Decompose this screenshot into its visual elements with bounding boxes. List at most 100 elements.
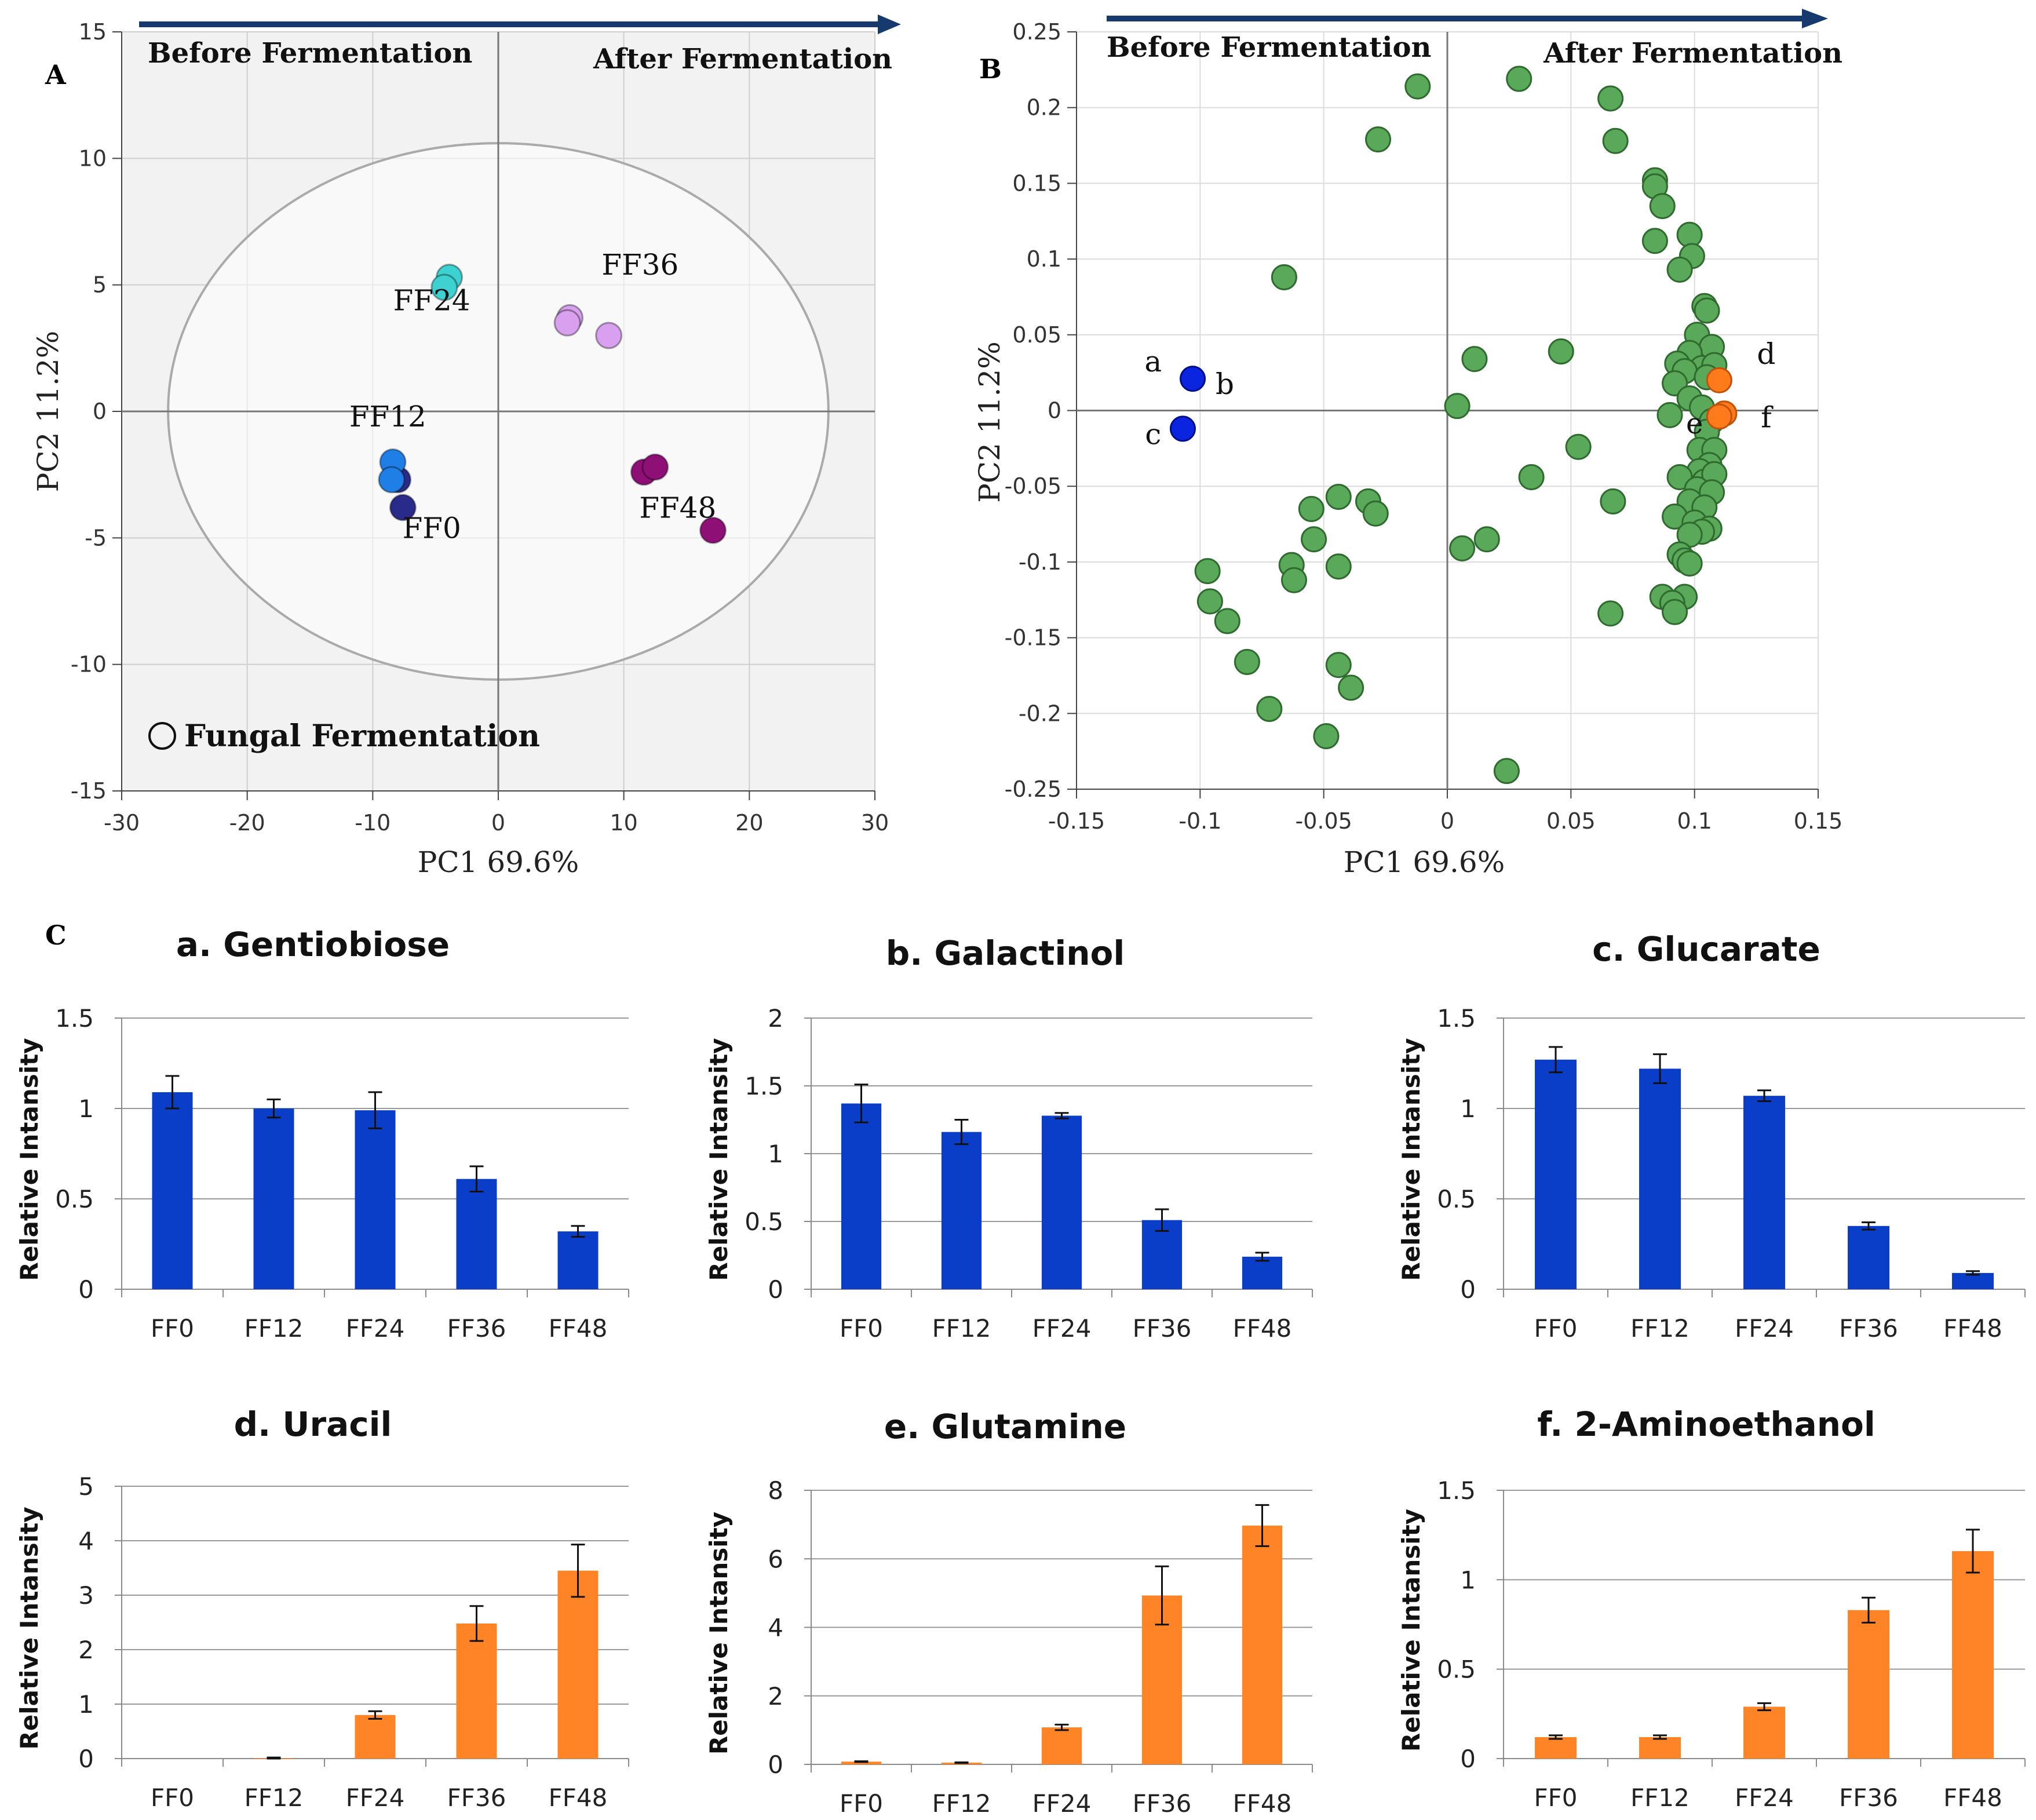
loading-point-other — [1301, 526, 1327, 553]
loading-point-other — [1597, 85, 1624, 112]
y-tick-label: 0 — [93, 399, 107, 424]
bar-ff24 — [355, 1110, 396, 1289]
legend-marker — [148, 722, 176, 750]
x-tick-label: -30 — [104, 810, 140, 836]
loading-point-other — [1444, 393, 1471, 420]
point-annotation-e: e — [1686, 407, 1703, 440]
loading-point-other — [1461, 346, 1488, 373]
y-tick-label: 0.5 — [745, 1208, 783, 1236]
fermentation-arrow-head — [1802, 9, 1828, 28]
y-tick-label: 1.5 — [55, 1004, 94, 1033]
x-tick-label: -10 — [355, 810, 391, 836]
y-tick-label: 5 — [93, 272, 107, 298]
bar-chart-b: b. Galactinol 0 0.5 1 1.5 2 FF0 FF12 FF24 FF36 FF4… — [705, 933, 1313, 1343]
bar-ff48 — [557, 1570, 599, 1759]
bar-ff24 — [1743, 1096, 1785, 1289]
x-tick-label: 20 — [735, 810, 763, 836]
x-tick-label: FF36 — [447, 1783, 506, 1812]
bar-ff24 — [1041, 1115, 1082, 1289]
loading-point-other — [1600, 488, 1626, 515]
score-point-ff48 — [641, 453, 669, 481]
loading-point-other — [1449, 535, 1476, 561]
bar-ff12 — [1639, 1737, 1681, 1759]
x-tick-label: -0.05 — [1296, 808, 1352, 834]
x-tick-label: 10 — [610, 810, 637, 836]
loading-point-other — [1597, 600, 1624, 627]
bar-ff36 — [1848, 1610, 1889, 1759]
x-tick-label: FF48 — [1943, 1314, 2002, 1343]
y-tick-label: 15 — [79, 19, 107, 45]
point-annotation-b: b — [1216, 367, 1234, 401]
x-tick-label: -20 — [229, 810, 265, 836]
loading-point-other — [1325, 652, 1352, 679]
loading-point-decreasing — [1169, 415, 1196, 442]
chart-title: e. Glutamine — [884, 1407, 1126, 1446]
y-tick-label: 0.2 — [1027, 95, 1061, 121]
x-tick-label: 0.05 — [1546, 808, 1596, 834]
y-tick-label: 0 — [1460, 1275, 1476, 1304]
loading-point-other — [1662, 599, 1688, 625]
charts-root: -30 -20 -10 0 10 20 30-15-10-5051015FF0FF12FF2… — [15, 9, 2026, 1818]
x-tick-label: FF0 — [1534, 1783, 1577, 1812]
y-tick-label: 4 — [768, 1614, 783, 1642]
x-tick-label: FF48 — [1233, 1314, 1292, 1343]
y-tick-label: 6 — [768, 1545, 783, 1573]
y-tick-label: 0.5 — [1437, 1185, 1476, 1213]
point-annotation-f: f — [1761, 401, 1774, 435]
y-tick-label: 0.05 — [1012, 322, 1061, 348]
loading-point-other — [1234, 648, 1260, 675]
x-tick-label: FF24 — [1735, 1783, 1794, 1812]
bar-ff24 — [1041, 1727, 1082, 1764]
x-tick-label: FF24 — [346, 1314, 405, 1343]
x-tick-label: FF48 — [1233, 1789, 1292, 1818]
chart-title: a. Gentiobiose — [176, 925, 450, 964]
loading-point-other — [1518, 464, 1545, 491]
y-tick-label: -15 — [71, 778, 107, 804]
loading-point-increasing — [1706, 367, 1732, 393]
score-point-ff48 — [699, 516, 727, 544]
y-axis-title: Relative Intansity — [15, 1038, 43, 1281]
loading-point-other — [1271, 264, 1297, 290]
panel-b-label: B — [979, 53, 1002, 85]
x-tick-label: FF12 — [1630, 1314, 1690, 1343]
bar-ff12 — [253, 1108, 294, 1289]
group-label-ff12: FF12 — [349, 400, 426, 433]
loading-point-other — [1325, 483, 1352, 510]
bar-chart-a: a. Gentiobiose 0 0.5 1 1.5 FF0 FF12 FF24 FF36 FF4… — [15, 925, 629, 1343]
bar-ff48 — [557, 1231, 599, 1289]
y-tick-label: 0.5 — [1437, 1655, 1476, 1684]
y-axis-title: Relative Intansity — [1397, 1038, 1425, 1281]
loading-point-other — [1548, 338, 1574, 365]
loading-point-other — [1338, 674, 1364, 701]
x-tick-label: FF48 — [1943, 1783, 2002, 1812]
x-tick-label: FF0 — [840, 1789, 883, 1818]
loading-point-other — [1365, 126, 1392, 153]
bar-ff48 — [1952, 1551, 1994, 1759]
y-tick-label: 8 — [768, 1476, 783, 1505]
x-tick-label: FF48 — [549, 1783, 608, 1812]
loading-point-other — [1506, 65, 1533, 92]
score-point-ff36 — [595, 322, 623, 349]
y-tick-label: 1 — [78, 1690, 94, 1719]
y-tick-label: 3 — [78, 1581, 94, 1610]
after-fermentation-label: After Fermentation — [593, 43, 892, 75]
group-label-ff36: FF36 — [601, 248, 678, 282]
loading-point-other — [1298, 495, 1325, 522]
y-tick-label: 1.5 — [745, 1072, 783, 1100]
loading-point-other — [1641, 228, 1668, 254]
y-tick-label: -0.25 — [1005, 776, 1061, 802]
panel-c-label: C — [45, 920, 67, 951]
point-annotation-a: a — [1144, 345, 1162, 378]
x-tick-label: -0.1 — [1178, 808, 1221, 834]
point-annotation-d: d — [1757, 337, 1775, 371]
y-tick-label: -10 — [71, 652, 107, 677]
bar-chart-f: f. 2-Aminoethanol 0 0.5 1 1.5 FF0 FF12 FF24 FF36… — [1397, 1405, 2026, 1812]
x-tick-label: FF36 — [1839, 1783, 1898, 1812]
bar-ff36 — [456, 1623, 497, 1759]
loading-point-other — [1313, 723, 1340, 750]
x-tick-label: FF12 — [1630, 1783, 1690, 1812]
y-tick-label: -0.15 — [1005, 625, 1061, 651]
x-tick-label: FF24 — [1032, 1314, 1092, 1343]
bar-ff48 — [1242, 1256, 1283, 1289]
